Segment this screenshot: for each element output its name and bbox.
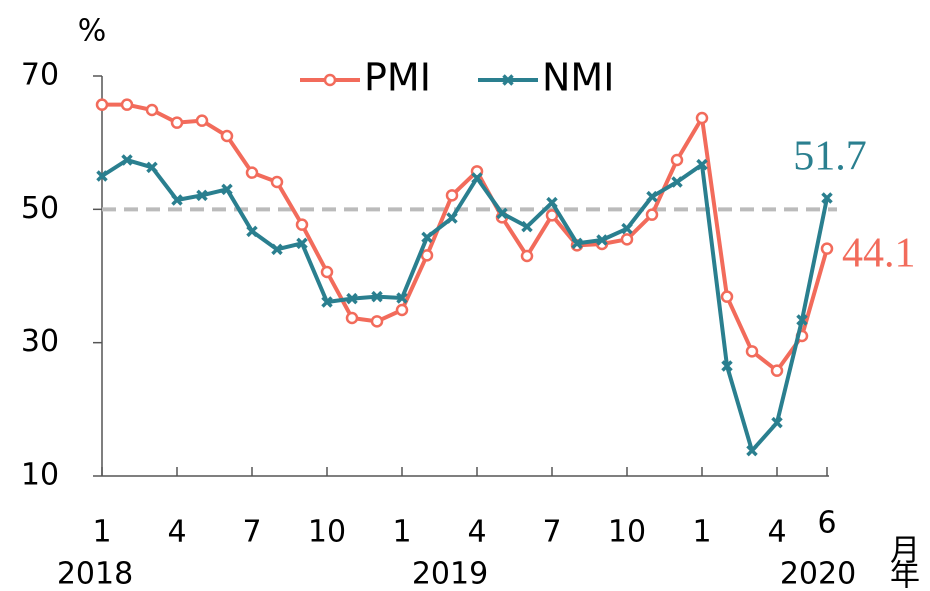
data-point (771, 416, 783, 429)
data-point (345, 311, 359, 325)
data-point (821, 192, 833, 204)
x-tick-label: 7 (542, 515, 561, 550)
data-point (420, 249, 434, 262)
x-tick-label: 7 (242, 515, 261, 550)
data-point (571, 237, 583, 250)
data-point (171, 194, 183, 206)
x-tick-label: 4 (167, 515, 186, 550)
data-point (121, 154, 133, 166)
x-tick-label: 1 (692, 515, 711, 550)
data-point (820, 242, 834, 255)
data-point (396, 292, 408, 304)
y-tick-label: 30 (21, 324, 59, 359)
data-point (96, 170, 108, 182)
data-point (521, 220, 533, 233)
data-point (195, 114, 209, 127)
series-line (100, 158, 829, 453)
data-label: 51.7 (793, 134, 867, 180)
data-point (296, 237, 308, 250)
data-point (395, 303, 409, 317)
data-point (796, 314, 808, 326)
series-line (102, 102, 829, 373)
data-point (321, 296, 333, 308)
x-tick-label: 1 (392, 515, 411, 550)
data-point (170, 116, 184, 129)
x-tick-label: 10 (608, 515, 646, 550)
year-label: 2019 (412, 557, 488, 591)
data-point (370, 315, 384, 328)
data-point (245, 166, 259, 179)
data-point (645, 208, 659, 221)
x-tick-label: 10 (308, 515, 346, 550)
x-axis-label: 月 (890, 534, 920, 569)
data-point (621, 222, 633, 235)
data-point (95, 98, 109, 111)
data-point (421, 231, 433, 244)
data-point (721, 360, 733, 372)
year-label: 2020 (780, 557, 856, 591)
data-point (445, 189, 459, 202)
y-tick-label: 70 (21, 58, 59, 93)
data-point (695, 111, 709, 125)
legend-marker (502, 74, 514, 86)
data-point (246, 225, 258, 238)
year-label: 2018 (57, 557, 133, 591)
year-axis-label: 年 (890, 559, 920, 591)
data-point (295, 218, 309, 231)
x-tick-label: 4 (767, 515, 786, 550)
y-tick-label: 50 (21, 191, 59, 226)
x-tick-label: 1 (92, 515, 111, 550)
legend-label: NMI (542, 56, 614, 100)
data-point (196, 189, 208, 202)
data-point (371, 290, 383, 303)
data-point (320, 265, 334, 279)
data-point (146, 161, 158, 174)
data-point (620, 233, 634, 246)
data-point (646, 190, 658, 203)
data-point (496, 207, 508, 220)
data-point (446, 212, 458, 224)
data-point (120, 98, 134, 111)
data-point (546, 196, 558, 209)
legend-marker (323, 73, 337, 87)
data-point (471, 172, 483, 184)
data-point (270, 175, 284, 189)
data-point (671, 176, 683, 188)
data-point (746, 444, 758, 457)
data-point (596, 234, 608, 246)
data-point (220, 129, 234, 143)
data-point (271, 243, 283, 256)
y-axis-label: % (78, 14, 107, 49)
data-point (770, 364, 784, 377)
legend-label: PMI (364, 56, 431, 100)
x-tick-label: 6 (817, 506, 836, 541)
data-point (696, 158, 708, 171)
data-point (520, 249, 534, 263)
data-point (221, 183, 233, 196)
data-point (745, 345, 759, 358)
data-point (346, 292, 358, 305)
y-tick-label: 10 (21, 458, 59, 493)
data-point (670, 153, 684, 167)
data-point (145, 103, 159, 117)
x-tick-label: 4 (467, 515, 486, 550)
data-point (720, 290, 734, 303)
data-point (545, 209, 559, 222)
data-label: 44.1 (842, 230, 916, 276)
